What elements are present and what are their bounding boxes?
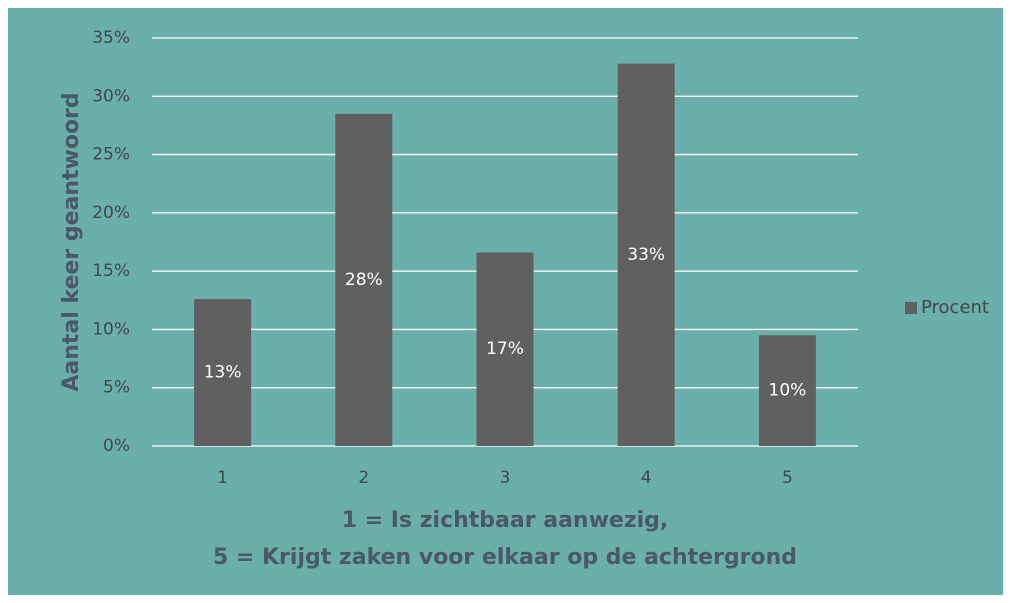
bar (335, 113, 393, 447)
x-axis-title: 5 = Krijgt zaken voor elkaar op de achte… (213, 545, 797, 570)
legend-label: Procent (921, 297, 989, 318)
bar (758, 335, 816, 446)
x-tick-label: 1 (217, 468, 228, 488)
y-tick-label: 15% (92, 261, 130, 281)
x-axis-title: 1 = Is zichtbaar aanwezig, (342, 508, 669, 533)
y-tick-label: 35% (92, 28, 130, 48)
x-tick-label: 5 (782, 468, 793, 488)
bar (194, 299, 252, 446)
data-label: 33% (627, 245, 665, 265)
x-tick-label: 2 (358, 468, 369, 488)
y-tick-label: 0% (103, 436, 130, 456)
bar (476, 252, 534, 446)
x-tick-label: 3 (500, 468, 511, 488)
x-tick-label: 4 (641, 468, 652, 488)
data-label: 17% (486, 339, 524, 359)
data-label: 28% (345, 270, 383, 290)
y-axis-title: Aantal keer geantwoord (59, 92, 84, 391)
data-label: 10% (769, 381, 807, 401)
y-tick-label: 25% (92, 145, 130, 165)
legend-swatch (905, 302, 917, 314)
bar (617, 63, 675, 446)
y-tick-label: 20% (92, 203, 130, 223)
y-tick-label: 30% (92, 86, 130, 106)
data-label: 13% (204, 363, 242, 383)
y-tick-label: 5% (103, 378, 130, 398)
y-tick-label: 10% (92, 319, 130, 339)
